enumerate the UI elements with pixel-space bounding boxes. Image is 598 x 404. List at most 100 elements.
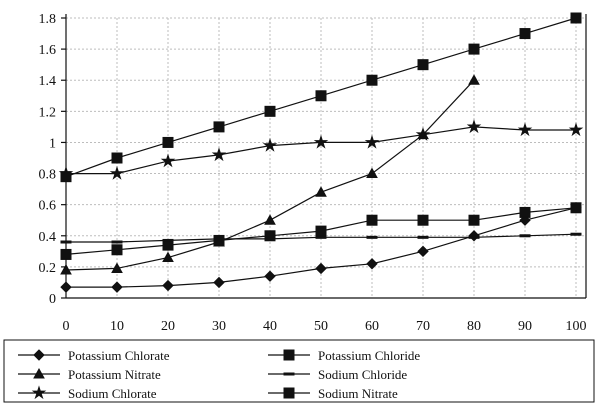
data-point-4-7	[415, 127, 431, 141]
series-2	[60, 74, 480, 275]
legend-label: Sodium Nitrate	[318, 386, 398, 401]
y-tick-label: 1.8	[39, 12, 57, 27]
data-point-1-4	[264, 230, 276, 242]
x-tick-label: 30	[212, 319, 226, 334]
legend-swatch-marker	[33, 349, 45, 361]
data-point-5-3	[213, 121, 225, 133]
data-point-2-2	[162, 251, 174, 263]
data-point-4-2	[160, 153, 176, 168]
x-tick-label: 70	[416, 319, 430, 334]
legend-frame	[3, 339, 595, 403]
y-tick-label: 0	[49, 292, 56, 307]
axes-layer	[61, 14, 587, 299]
legend-entry: Potassium Chlorate	[18, 348, 170, 363]
data-point-2-3	[213, 235, 225, 247]
data-point-0-2	[162, 279, 174, 292]
data-point-2-5	[315, 186, 327, 197]
data-point-5-4	[264, 105, 276, 117]
grid-layer	[66, 17, 586, 298]
y-tick-label: 0.8	[39, 168, 57, 183]
data-point-2-0	[60, 263, 72, 275]
legend-label: Potassium Nitrate	[68, 367, 161, 382]
data-point-3-3	[213, 237, 225, 241]
x-tick-label: 60	[365, 319, 379, 334]
data-point-1-1	[111, 244, 123, 256]
data-point-3-5	[315, 235, 327, 239]
data-point-3-6	[366, 235, 378, 239]
data-point-1-5	[315, 225, 327, 237]
data-point-5-6	[366, 74, 378, 86]
x-tick-label: 20	[161, 319, 175, 334]
tick-labels-layer: 0 0.2 0.4 0.6 0.8 1 1.2 1.4 1.6 1.8 0 10 20 30 40 50 60 7…	[39, 12, 587, 334]
legend-swatch-marker	[283, 372, 295, 376]
legend-swatch-marker	[33, 367, 45, 379]
legend-entry: Potassium Nitrate	[18, 367, 161, 382]
data-point-4-5	[313, 134, 329, 149]
data-point-4-10	[568, 122, 584, 137]
data-point-2-8	[468, 74, 480, 85]
data-point-1-8	[468, 214, 480, 226]
data-point-0-0	[60, 281, 72, 293]
legend-label: Potassium Chlorate	[68, 348, 170, 363]
data-point-0-5	[315, 262, 327, 275]
data-point-1-9	[519, 206, 531, 218]
x-tick-label: 100	[566, 319, 587, 334]
data-point-0-6	[366, 258, 378, 270]
data-point-3-9	[519, 234, 531, 238]
y-tick-label: 0.2	[39, 261, 57, 276]
data-point-0-7	[417, 245, 429, 258]
data-point-5-0	[60, 171, 72, 183]
legend-entry: Sodium Chloride	[268, 367, 407, 382]
y-tick-label: 1	[49, 136, 56, 151]
x-tick-label: 0	[63, 319, 70, 334]
data-point-3-8	[468, 235, 480, 239]
legend-swatch-marker	[31, 385, 47, 400]
legend: Potassium Chlorate Potassium Nitrate Sodiu…	[3, 339, 595, 403]
data-point-5-5	[315, 90, 327, 102]
data-point-4-6	[364, 134, 380, 149]
y-tick-label: 1.6	[39, 43, 57, 58]
legend-swatch-marker	[283, 387, 295, 399]
series-layer	[58, 12, 584, 293]
y-tick-label: 0.4	[39, 230, 57, 245]
data-point-3-0	[60, 240, 72, 244]
data-point-2-4	[264, 214, 276, 225]
data-point-3-1	[111, 240, 123, 244]
data-point-1-6	[366, 214, 378, 226]
data-point-5-7	[417, 59, 429, 71]
data-point-4-1	[109, 165, 125, 180]
y-tick-label: 0.6	[39, 199, 57, 214]
data-point-0-4	[264, 270, 276, 282]
data-point-3-7	[417, 235, 429, 239]
data-point-4-9	[517, 122, 533, 137]
series-3	[60, 232, 582, 244]
data-point-4-8	[466, 119, 482, 134]
series-4	[58, 119, 584, 180]
legend-swatch-marker	[283, 349, 295, 361]
data-point-1-7	[417, 214, 429, 226]
legend-label: Sodium Chlorate	[68, 386, 157, 401]
data-point-4-4	[262, 137, 278, 152]
x-tick-label: 40	[263, 319, 277, 334]
data-point-3-10	[570, 232, 582, 236]
data-point-5-1	[111, 152, 123, 164]
data-point-5-2	[162, 136, 174, 148]
x-tick-label: 80	[467, 319, 481, 334]
data-point-4-3	[211, 147, 227, 162]
x-tick-label: 10	[110, 319, 124, 334]
legend-label: Sodium Chloride	[318, 367, 407, 382]
y-tick-label: 1.2	[39, 105, 57, 120]
data-point-5-9	[519, 28, 531, 40]
data-point-3-4	[264, 237, 276, 241]
data-point-1-0	[60, 248, 72, 260]
legend-entry: Sodium Nitrate	[268, 386, 398, 401]
data-point-1-10	[570, 202, 582, 214]
data-point-2-1	[111, 262, 123, 273]
legend-entry: Sodium Chlorate	[18, 385, 157, 401]
x-tick-label: 90	[518, 319, 532, 334]
data-point-0-1	[111, 281, 123, 293]
legend-entry: Potassium Chloride	[268, 348, 420, 363]
data-point-5-10	[570, 12, 582, 24]
